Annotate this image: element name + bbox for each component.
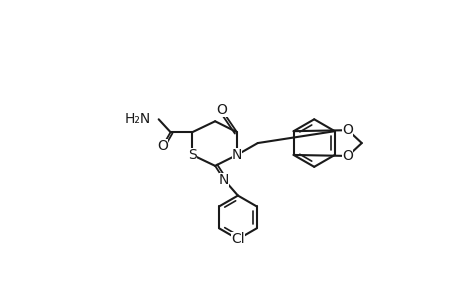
Text: O: O [216,103,227,117]
Text: O: O [341,149,353,163]
Text: S: S [188,148,196,162]
Text: N: N [231,148,241,162]
Text: O: O [157,139,168,153]
Text: Cl: Cl [230,232,244,246]
Text: H₂N: H₂N [124,112,151,126]
Text: N: N [218,173,229,187]
Text: O: O [341,123,353,137]
